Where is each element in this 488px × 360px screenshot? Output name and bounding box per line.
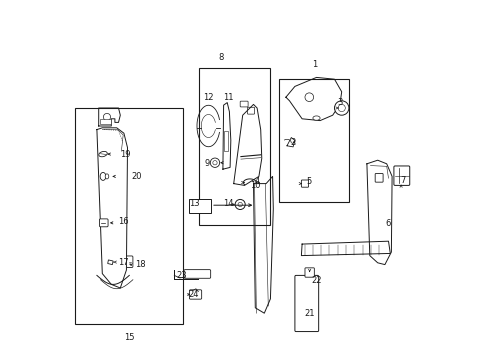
Text: 4: 4 <box>254 177 259 186</box>
Text: 9: 9 <box>203 159 209 168</box>
Text: 15: 15 <box>124 333 134 342</box>
FancyBboxPatch shape <box>247 107 254 114</box>
FancyBboxPatch shape <box>99 219 108 227</box>
Text: 24: 24 <box>188 290 199 299</box>
Text: 17: 17 <box>119 258 129 267</box>
FancyBboxPatch shape <box>305 268 314 277</box>
Text: 19: 19 <box>120 150 131 159</box>
Circle shape <box>235 199 244 210</box>
FancyBboxPatch shape <box>301 180 308 187</box>
FancyBboxPatch shape <box>183 270 210 278</box>
Text: 8: 8 <box>218 53 224 62</box>
Circle shape <box>337 104 345 112</box>
Text: 18: 18 <box>135 260 145 269</box>
Text: 10: 10 <box>249 181 260 190</box>
Circle shape <box>334 101 348 115</box>
Bar <box>100 119 110 124</box>
Text: 23: 23 <box>176 271 186 280</box>
Text: 20: 20 <box>131 172 142 181</box>
Bar <box>189 199 211 213</box>
FancyBboxPatch shape <box>374 174 382 182</box>
Text: 3: 3 <box>337 98 342 107</box>
FancyBboxPatch shape <box>393 166 409 185</box>
Text: 2: 2 <box>290 138 295 147</box>
Ellipse shape <box>312 116 320 120</box>
Bar <box>224 131 228 151</box>
FancyBboxPatch shape <box>294 275 318 332</box>
Text: 21: 21 <box>304 310 314 319</box>
Text: 12: 12 <box>203 93 213 102</box>
Circle shape <box>212 161 217 165</box>
Ellipse shape <box>99 152 107 157</box>
FancyBboxPatch shape <box>189 290 201 299</box>
Bar <box>75 108 183 324</box>
Polygon shape <box>107 260 113 265</box>
Ellipse shape <box>105 174 108 179</box>
Text: 11: 11 <box>223 93 233 102</box>
Text: 16: 16 <box>119 217 129 226</box>
Text: 22: 22 <box>311 276 321 285</box>
Circle shape <box>210 158 219 167</box>
Text: 14: 14 <box>223 199 233 208</box>
Text: 13: 13 <box>188 199 199 208</box>
Bar <box>278 79 348 202</box>
Text: 7: 7 <box>399 176 405 185</box>
Circle shape <box>103 113 110 121</box>
Ellipse shape <box>100 172 106 180</box>
FancyBboxPatch shape <box>126 256 133 267</box>
Text: 1: 1 <box>311 60 317 69</box>
Text: 5: 5 <box>306 177 311 186</box>
Bar <box>199 68 269 225</box>
Text: 6: 6 <box>385 219 390 228</box>
Circle shape <box>305 93 313 102</box>
Circle shape <box>238 202 242 207</box>
FancyBboxPatch shape <box>240 101 247 107</box>
